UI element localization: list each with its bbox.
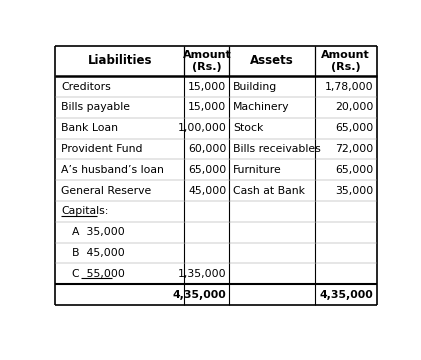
Text: General Reserve: General Reserve xyxy=(61,186,152,195)
Text: Assets: Assets xyxy=(250,54,294,67)
Text: Amount
(Rs.): Amount (Rs.) xyxy=(321,50,370,72)
Text: 65,000: 65,000 xyxy=(335,123,373,133)
Text: C  55,000: C 55,000 xyxy=(72,269,125,279)
Text: B  45,000: B 45,000 xyxy=(72,248,125,258)
Text: 65,000: 65,000 xyxy=(335,165,373,175)
Text: Liabilities: Liabilities xyxy=(88,54,152,67)
Text: A’s husband’s loan: A’s husband’s loan xyxy=(61,165,164,175)
Text: Capitals:: Capitals: xyxy=(61,206,109,216)
Text: Provident Fund: Provident Fund xyxy=(61,144,143,154)
Text: Furniture: Furniture xyxy=(233,165,282,175)
Text: 35,000: 35,000 xyxy=(335,186,373,195)
Text: Stock: Stock xyxy=(233,123,264,133)
Text: 65,000: 65,000 xyxy=(188,165,226,175)
Text: 4,35,000: 4,35,000 xyxy=(320,289,373,300)
Text: 45,000: 45,000 xyxy=(188,186,226,195)
Text: Bills receivables: Bills receivables xyxy=(233,144,321,154)
Text: Creditors: Creditors xyxy=(61,82,111,92)
Text: Cash at Bank: Cash at Bank xyxy=(233,186,305,195)
Text: 1,00,000: 1,00,000 xyxy=(177,123,226,133)
Text: 4,35,000: 4,35,000 xyxy=(173,289,226,300)
Text: 15,000: 15,000 xyxy=(188,82,226,92)
Text: Machinery: Machinery xyxy=(233,103,290,112)
Text: Bank Loan: Bank Loan xyxy=(61,123,118,133)
Text: 72,000: 72,000 xyxy=(335,144,373,154)
Text: A  35,000: A 35,000 xyxy=(72,227,125,237)
Text: 1,78,000: 1,78,000 xyxy=(325,82,373,92)
Text: 1,35,000: 1,35,000 xyxy=(178,269,226,279)
Text: Bills payable: Bills payable xyxy=(61,103,130,112)
Text: 20,000: 20,000 xyxy=(335,103,373,112)
Text: Amount
(Rs.): Amount (Rs.) xyxy=(182,50,231,72)
Text: Building: Building xyxy=(233,82,277,92)
Text: 60,000: 60,000 xyxy=(188,144,226,154)
Text: 15,000: 15,000 xyxy=(188,103,226,112)
